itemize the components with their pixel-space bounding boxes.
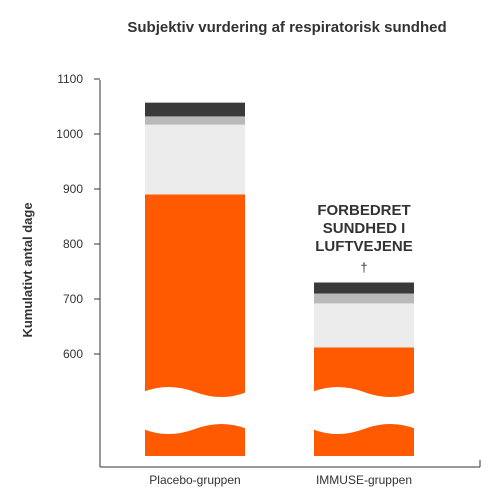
category-labels: Placebo-gruppen IMMUSE-gruppen: [149, 473, 412, 487]
y-tick-label: 700: [63, 292, 83, 306]
annotation: FORBEDRET SUNDHED I LUFTVEJENE †: [315, 202, 413, 275]
bar-segment: [145, 102, 245, 117]
y-tick-label: 600: [63, 347, 83, 361]
chart-title: Subjektiv vurdering af respiratorisk sun…: [127, 19, 446, 36]
annotation-line-1: FORBEDRET: [317, 202, 410, 219]
y-axis-label: Kumulativt antal dage: [20, 202, 35, 337]
bar-segment: [145, 124, 245, 195]
bar-segment: [314, 303, 414, 348]
y-tick-label: 800: [63, 237, 83, 251]
significance-marker: †: [360, 260, 367, 275]
bars: [143, 102, 416, 456]
category-label: IMMUSE-gruppen: [316, 473, 412, 487]
y-tick-label: 1100: [57, 72, 83, 86]
axis-break-gap: [312, 387, 416, 434]
bar-segment: [314, 293, 414, 304]
bar-segment: [314, 282, 414, 294]
annotation-line-2: SUNDHED I: [323, 220, 406, 237]
axis-break-gap: [143, 387, 247, 434]
category-label: Placebo-gruppen: [149, 473, 240, 487]
y-tick-label: 1000: [56, 127, 83, 141]
y-axis-ticks: 1100 1000 900 800 700 600: [56, 72, 100, 361]
annotation-line-3: LUFTVEJENE: [315, 238, 413, 255]
y-tick-label: 900: [63, 182, 83, 196]
bar-segment: [145, 116, 245, 125]
